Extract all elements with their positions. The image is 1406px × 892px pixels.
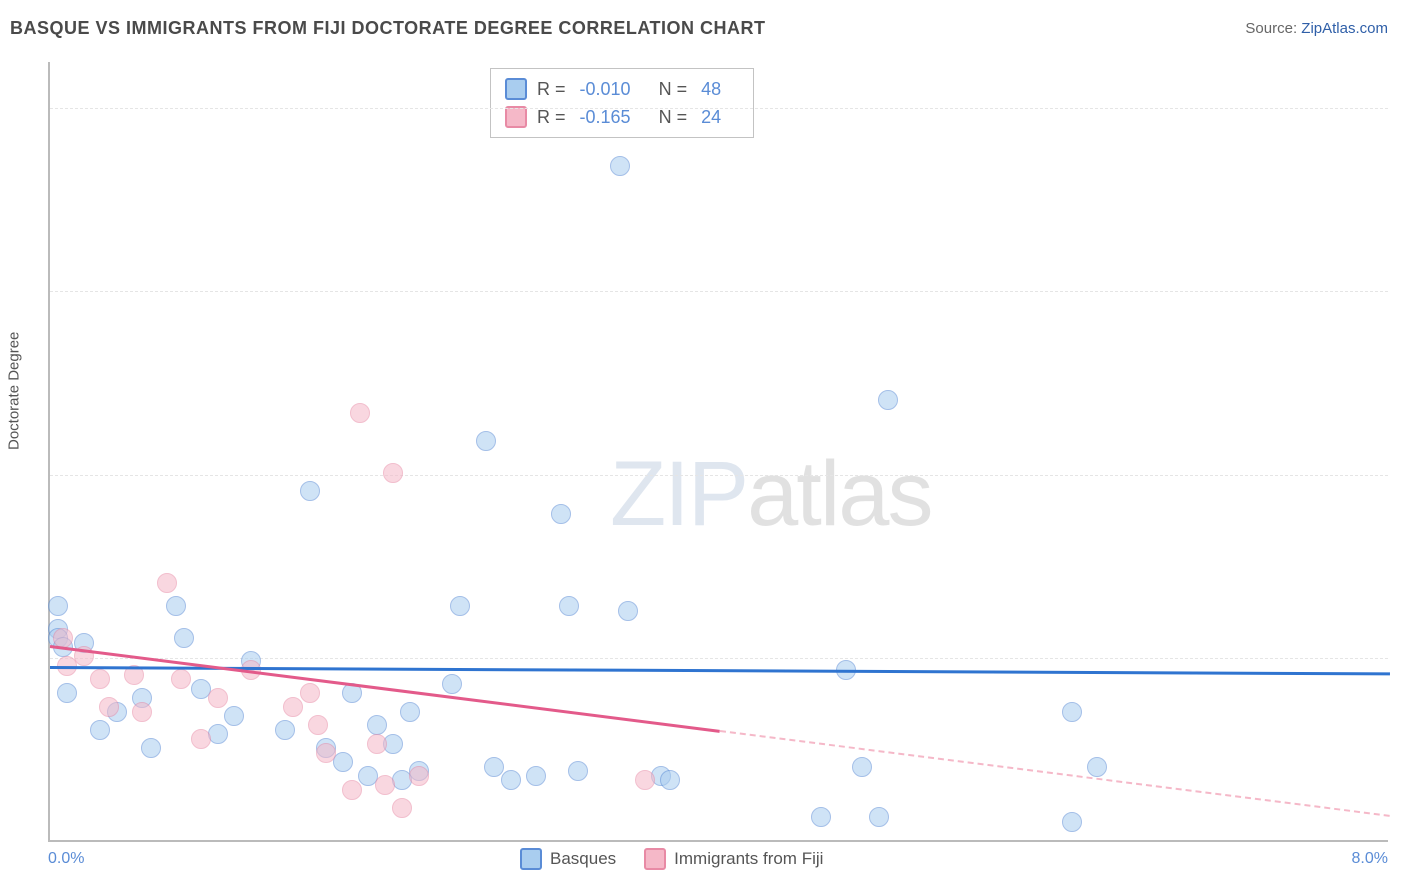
data-point-basques (442, 674, 462, 694)
data-point-fiji (409, 766, 429, 786)
data-point-fiji (157, 573, 177, 593)
data-point-basques (501, 770, 521, 790)
watermark: ZIPatlas (610, 442, 931, 547)
data-point-basques (174, 628, 194, 648)
data-point-basques (568, 761, 588, 781)
watermark-zip: ZIP (610, 443, 747, 545)
data-point-basques (852, 757, 872, 777)
data-point-fiji (90, 669, 110, 689)
x-origin-tick: 0.0% (48, 850, 84, 868)
data-point-basques (476, 431, 496, 451)
data-point-fiji (300, 683, 320, 703)
swatch-basques (505, 78, 527, 100)
legend-item-basques: Basques (520, 848, 616, 870)
data-point-basques (141, 738, 161, 758)
data-point-basques (484, 757, 504, 777)
n-label-basques: N = (659, 79, 688, 100)
legend-label-basques: Basques (550, 849, 616, 869)
data-point-fiji (308, 715, 328, 735)
data-point-fiji (342, 780, 362, 800)
n-value-basques: 48 (701, 79, 721, 100)
legend-stats-row-basques: R = -0.010 N = 48 (505, 75, 739, 103)
data-point-basques (1062, 812, 1082, 832)
n-value-fiji: 24 (701, 107, 721, 128)
swatch-fiji (505, 106, 527, 128)
chart-container: BASQUE VS IMMIGRANTS FROM FIJI DOCTORATE… (0, 0, 1406, 892)
data-point-basques (208, 724, 228, 744)
data-point-basques (869, 807, 889, 827)
source-citation: Source: ZipAtlas.com (1245, 20, 1388, 37)
data-point-basques (660, 770, 680, 790)
data-point-basques (224, 706, 244, 726)
data-point-fiji (375, 775, 395, 795)
data-point-basques (450, 596, 470, 616)
data-point-basques (275, 720, 295, 740)
data-point-basques (811, 807, 831, 827)
data-point-basques (878, 390, 898, 410)
legend-series: Basques Immigrants from Fiji (520, 848, 823, 870)
x-max-tick: 8.0% (1352, 850, 1388, 868)
data-point-basques (48, 596, 68, 616)
data-point-basques (166, 596, 186, 616)
swatch-basques-icon (520, 848, 542, 870)
swatch-fiji-icon (644, 848, 666, 870)
data-point-fiji (392, 798, 412, 818)
data-point-basques (400, 702, 420, 722)
data-point-basques (1087, 757, 1107, 777)
data-point-basques (300, 481, 320, 501)
data-point-fiji (208, 688, 228, 708)
data-point-fiji (99, 697, 119, 717)
gridline (50, 291, 1388, 292)
r-value-fiji: -0.165 (580, 107, 631, 128)
data-point-basques (367, 715, 387, 735)
data-point-fiji (367, 734, 387, 754)
legend-label-fiji: Immigrants from Fiji (674, 849, 823, 869)
data-point-basques (551, 504, 571, 524)
source-link[interactable]: ZipAtlas.com (1301, 20, 1388, 37)
n-label-fiji: N = (659, 107, 688, 128)
r-label-fiji: R = (537, 107, 566, 128)
data-point-basques (57, 683, 77, 703)
data-point-fiji (171, 669, 191, 689)
data-point-fiji (350, 403, 370, 423)
chart-title: BASQUE VS IMMIGRANTS FROM FIJI DOCTORATE… (10, 18, 766, 39)
data-point-basques (618, 601, 638, 621)
data-point-basques (526, 766, 546, 786)
data-point-fiji (383, 463, 403, 483)
data-point-fiji (316, 743, 336, 763)
data-point-basques (559, 596, 579, 616)
data-point-basques (1062, 702, 1082, 722)
data-point-basques (90, 720, 110, 740)
legend-stats: R = -0.010 N = 48 R = -0.165 N = 24 (490, 68, 754, 138)
data-point-fiji (635, 770, 655, 790)
data-point-fiji (191, 729, 211, 749)
r-value-basques: -0.010 (580, 79, 631, 100)
trend-line-dash (720, 730, 1390, 817)
data-point-basques (610, 156, 630, 176)
y-axis-label: Doctorate Degree (6, 332, 23, 450)
gridline (50, 108, 1388, 109)
legend-item-fiji: Immigrants from Fiji (644, 848, 823, 870)
gridline (50, 475, 1388, 476)
data-point-fiji (132, 702, 152, 722)
watermark-atlas: atlas (747, 443, 931, 545)
plot-area: ZIPatlas R = -0.010 N = 48 R = -0.165 N … (48, 62, 1388, 842)
r-label-basques: R = (537, 79, 566, 100)
data-point-fiji (283, 697, 303, 717)
source-label: Source: (1245, 20, 1297, 37)
